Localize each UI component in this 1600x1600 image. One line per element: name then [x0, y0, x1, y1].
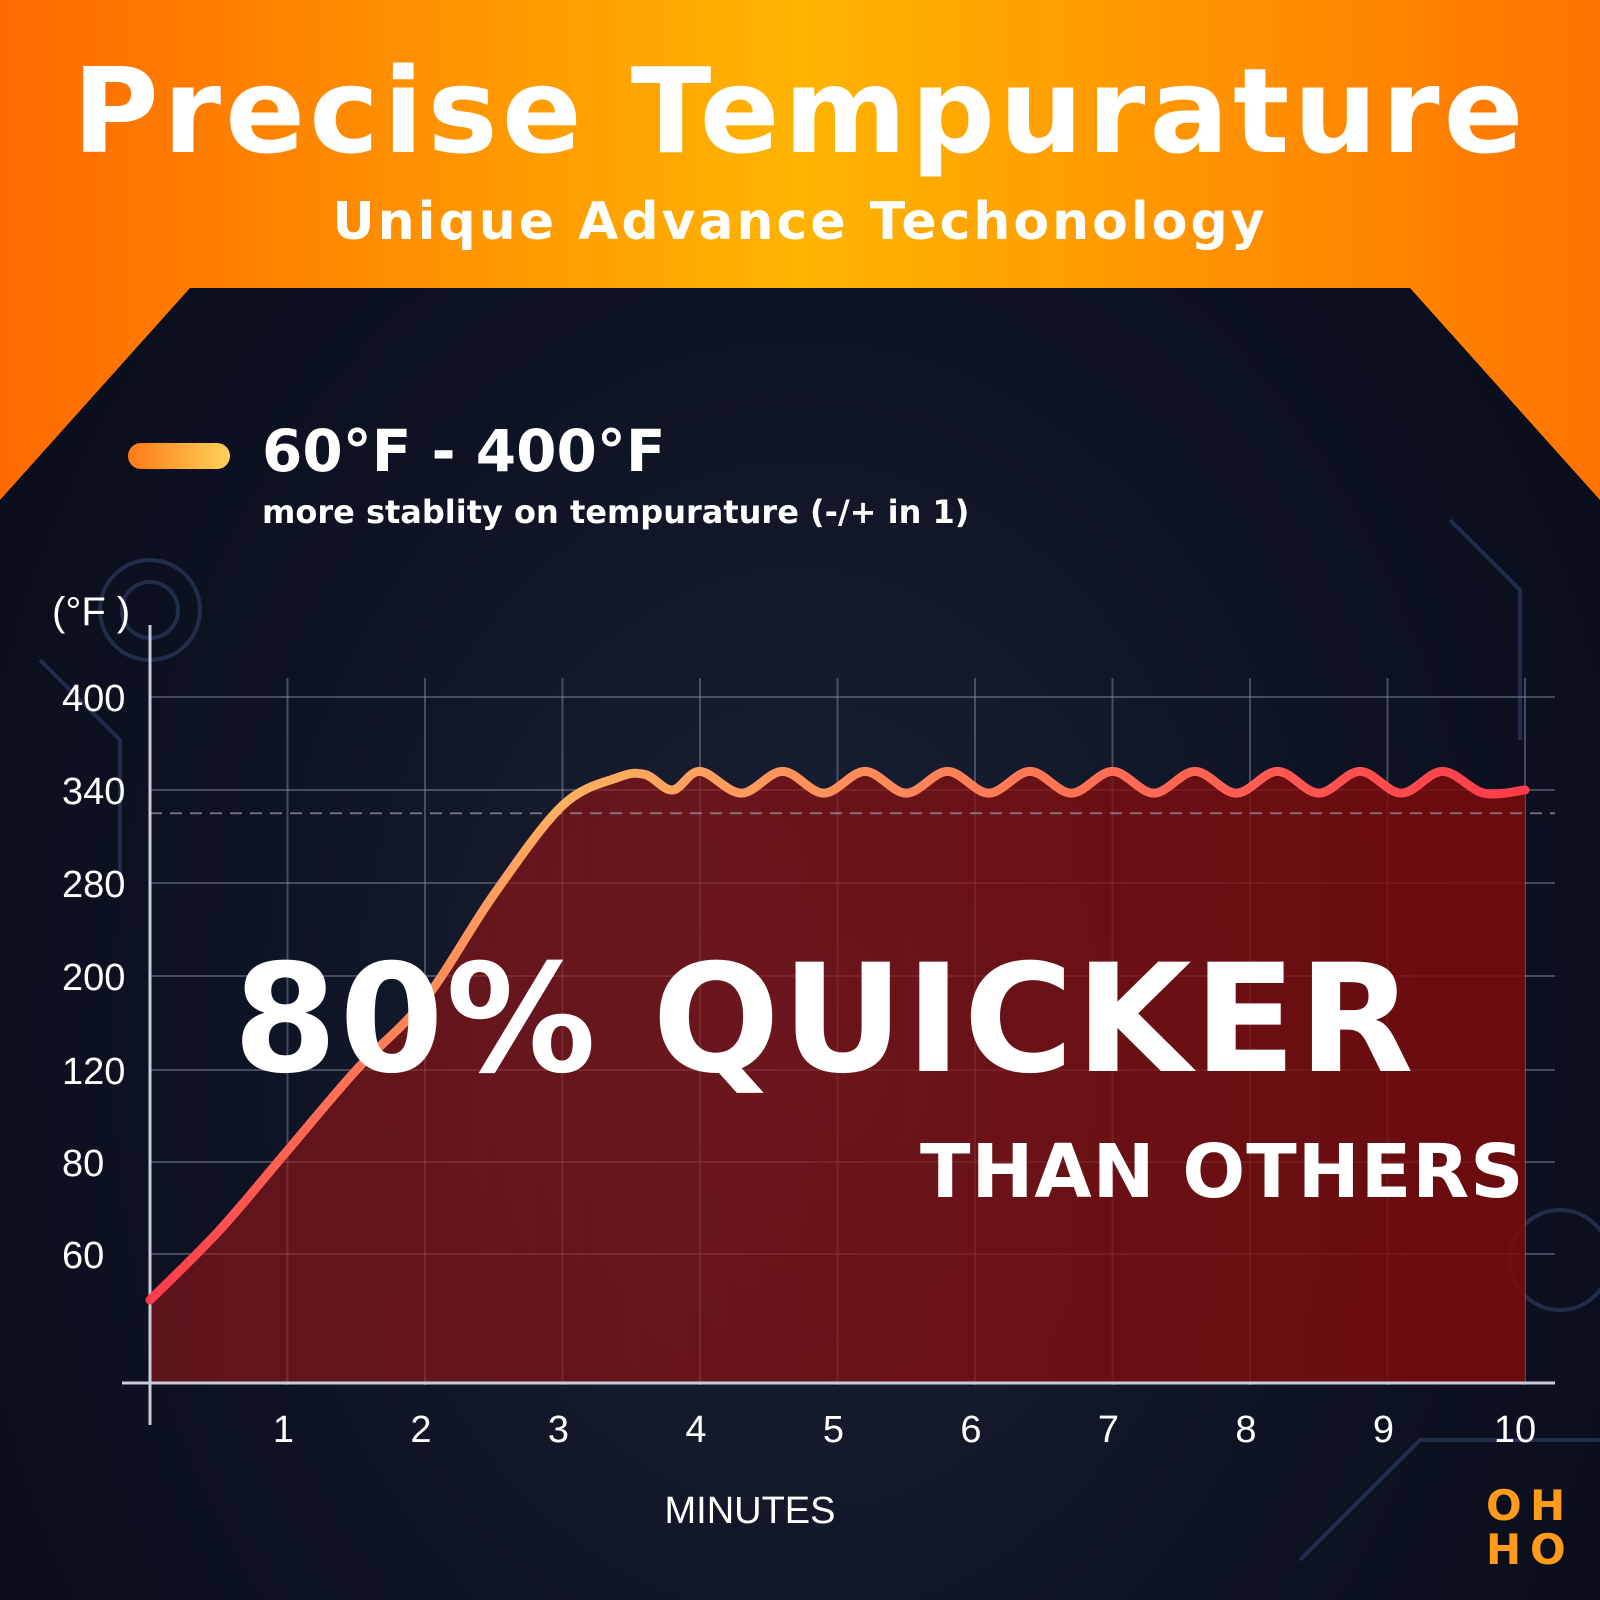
y-tick-label: 340	[62, 771, 125, 813]
x-tick-label: 4	[685, 1409, 706, 1451]
claim-headline: 80% QUICKER	[233, 933, 1416, 1107]
x-tick-label: 7	[1098, 1409, 1119, 1451]
y-tick-label: 60	[62, 1235, 104, 1277]
legend-swatch	[128, 443, 230, 469]
y-tick-label: 400	[62, 678, 125, 720]
headline-title: Precise Tempurature	[72, 42, 1528, 180]
claim-subline: THAN OTHERS	[920, 1129, 1525, 1215]
y-axis-label: (°F )	[52, 590, 130, 634]
y-tick-labels: 60 80 120 200 280 340 400	[62, 678, 125, 1277]
x-tick-label: 1	[273, 1409, 294, 1451]
y-tick-label: 200	[62, 957, 125, 999]
y-tick-label: 280	[62, 864, 125, 906]
temperature-curve	[145, 766, 1530, 1305]
legend-range-label: 60°F - 400°F	[262, 417, 666, 485]
x-tick-label: 3	[548, 1409, 569, 1451]
legend-description: more stablity on tempurature (-/+ in 1)	[262, 493, 970, 531]
x-tick-labels: 1 2 3 4 5 6 7 8 9 10	[273, 1409, 1536, 1451]
brand-logo: O H H O	[1486, 1481, 1566, 1574]
headline-subtitle: Unique Advance Techonology	[332, 192, 1268, 252]
y-tick-label: 80	[62, 1143, 104, 1185]
x-tick-label: 6	[960, 1409, 981, 1451]
x-tick-label: 9	[1373, 1409, 1394, 1451]
heated-area-fill	[150, 771, 1525, 1383]
y-tick-label: 120	[62, 1051, 125, 1093]
x-tick-label: 8	[1235, 1409, 1256, 1451]
x-tick-label: 2	[410, 1409, 431, 1451]
x-tick-label: 5	[823, 1409, 844, 1451]
x-axis-label: MINUTES	[665, 1490, 836, 1532]
x-tick-label: 10	[1494, 1409, 1536, 1451]
